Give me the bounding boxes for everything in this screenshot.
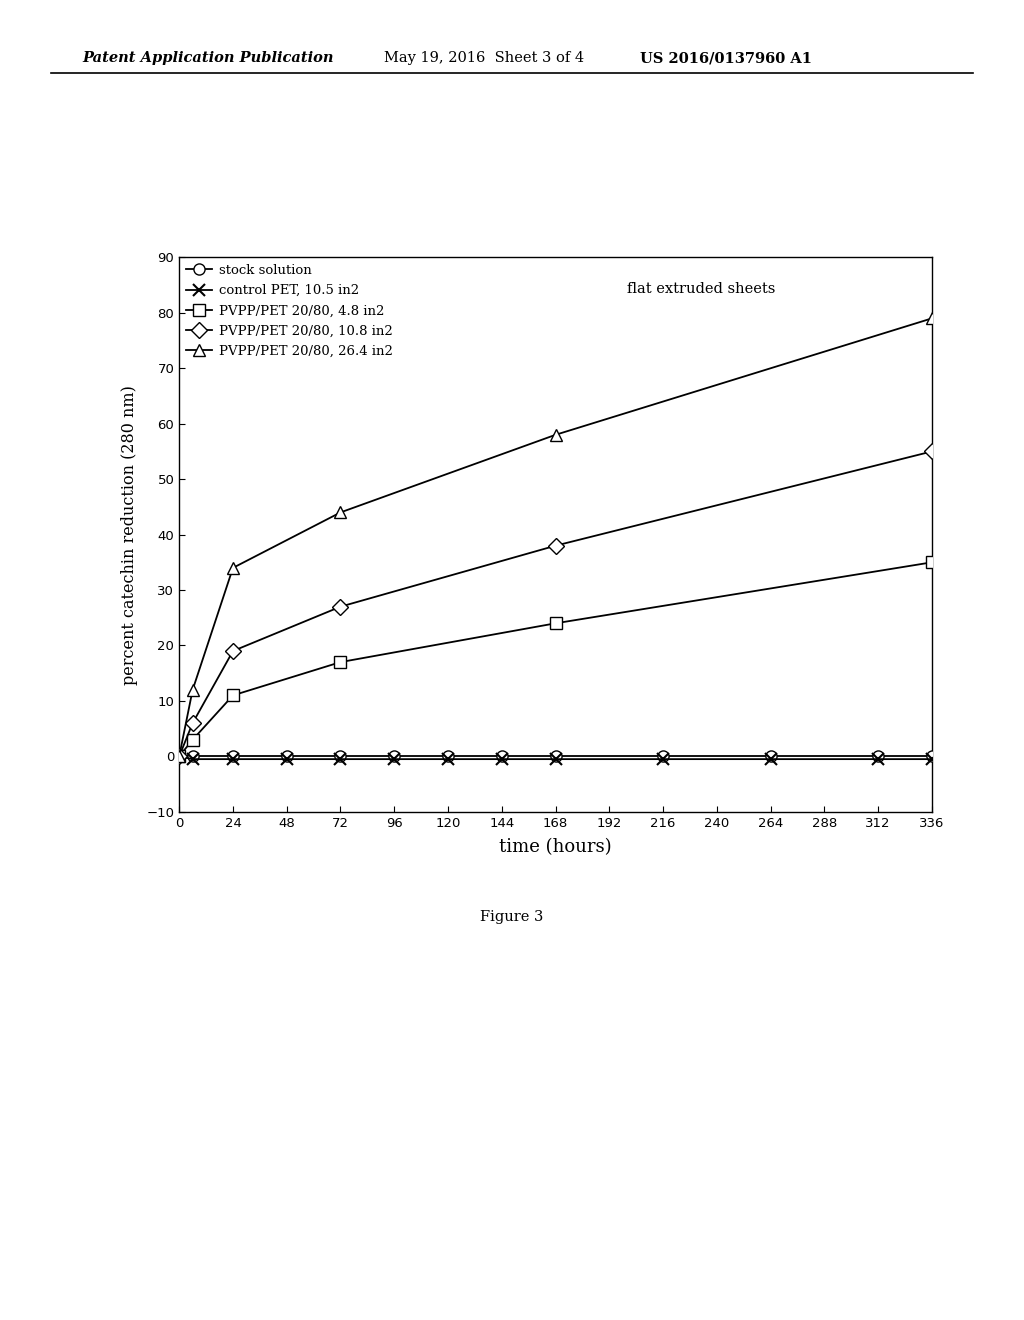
Text: US 2016/0137960 A1: US 2016/0137960 A1 <box>640 51 812 65</box>
Text: May 19, 2016  Sheet 3 of 4: May 19, 2016 Sheet 3 of 4 <box>384 51 584 65</box>
Text: Figure 3: Figure 3 <box>480 911 544 924</box>
Text: flat extruded sheets: flat extruded sheets <box>627 282 775 297</box>
Text: Patent Application Publication: Patent Application Publication <box>82 51 334 65</box>
X-axis label: time (hours): time (hours) <box>500 838 611 855</box>
Legend: stock solution, control PET, 10.5 in2, PVPP/PET 20/80, 4.8 in2, PVPP/PET 20/80, : stock solution, control PET, 10.5 in2, P… <box>185 264 392 358</box>
Y-axis label: percent catechin reduction (280 nm): percent catechin reduction (280 nm) <box>121 384 138 685</box>
